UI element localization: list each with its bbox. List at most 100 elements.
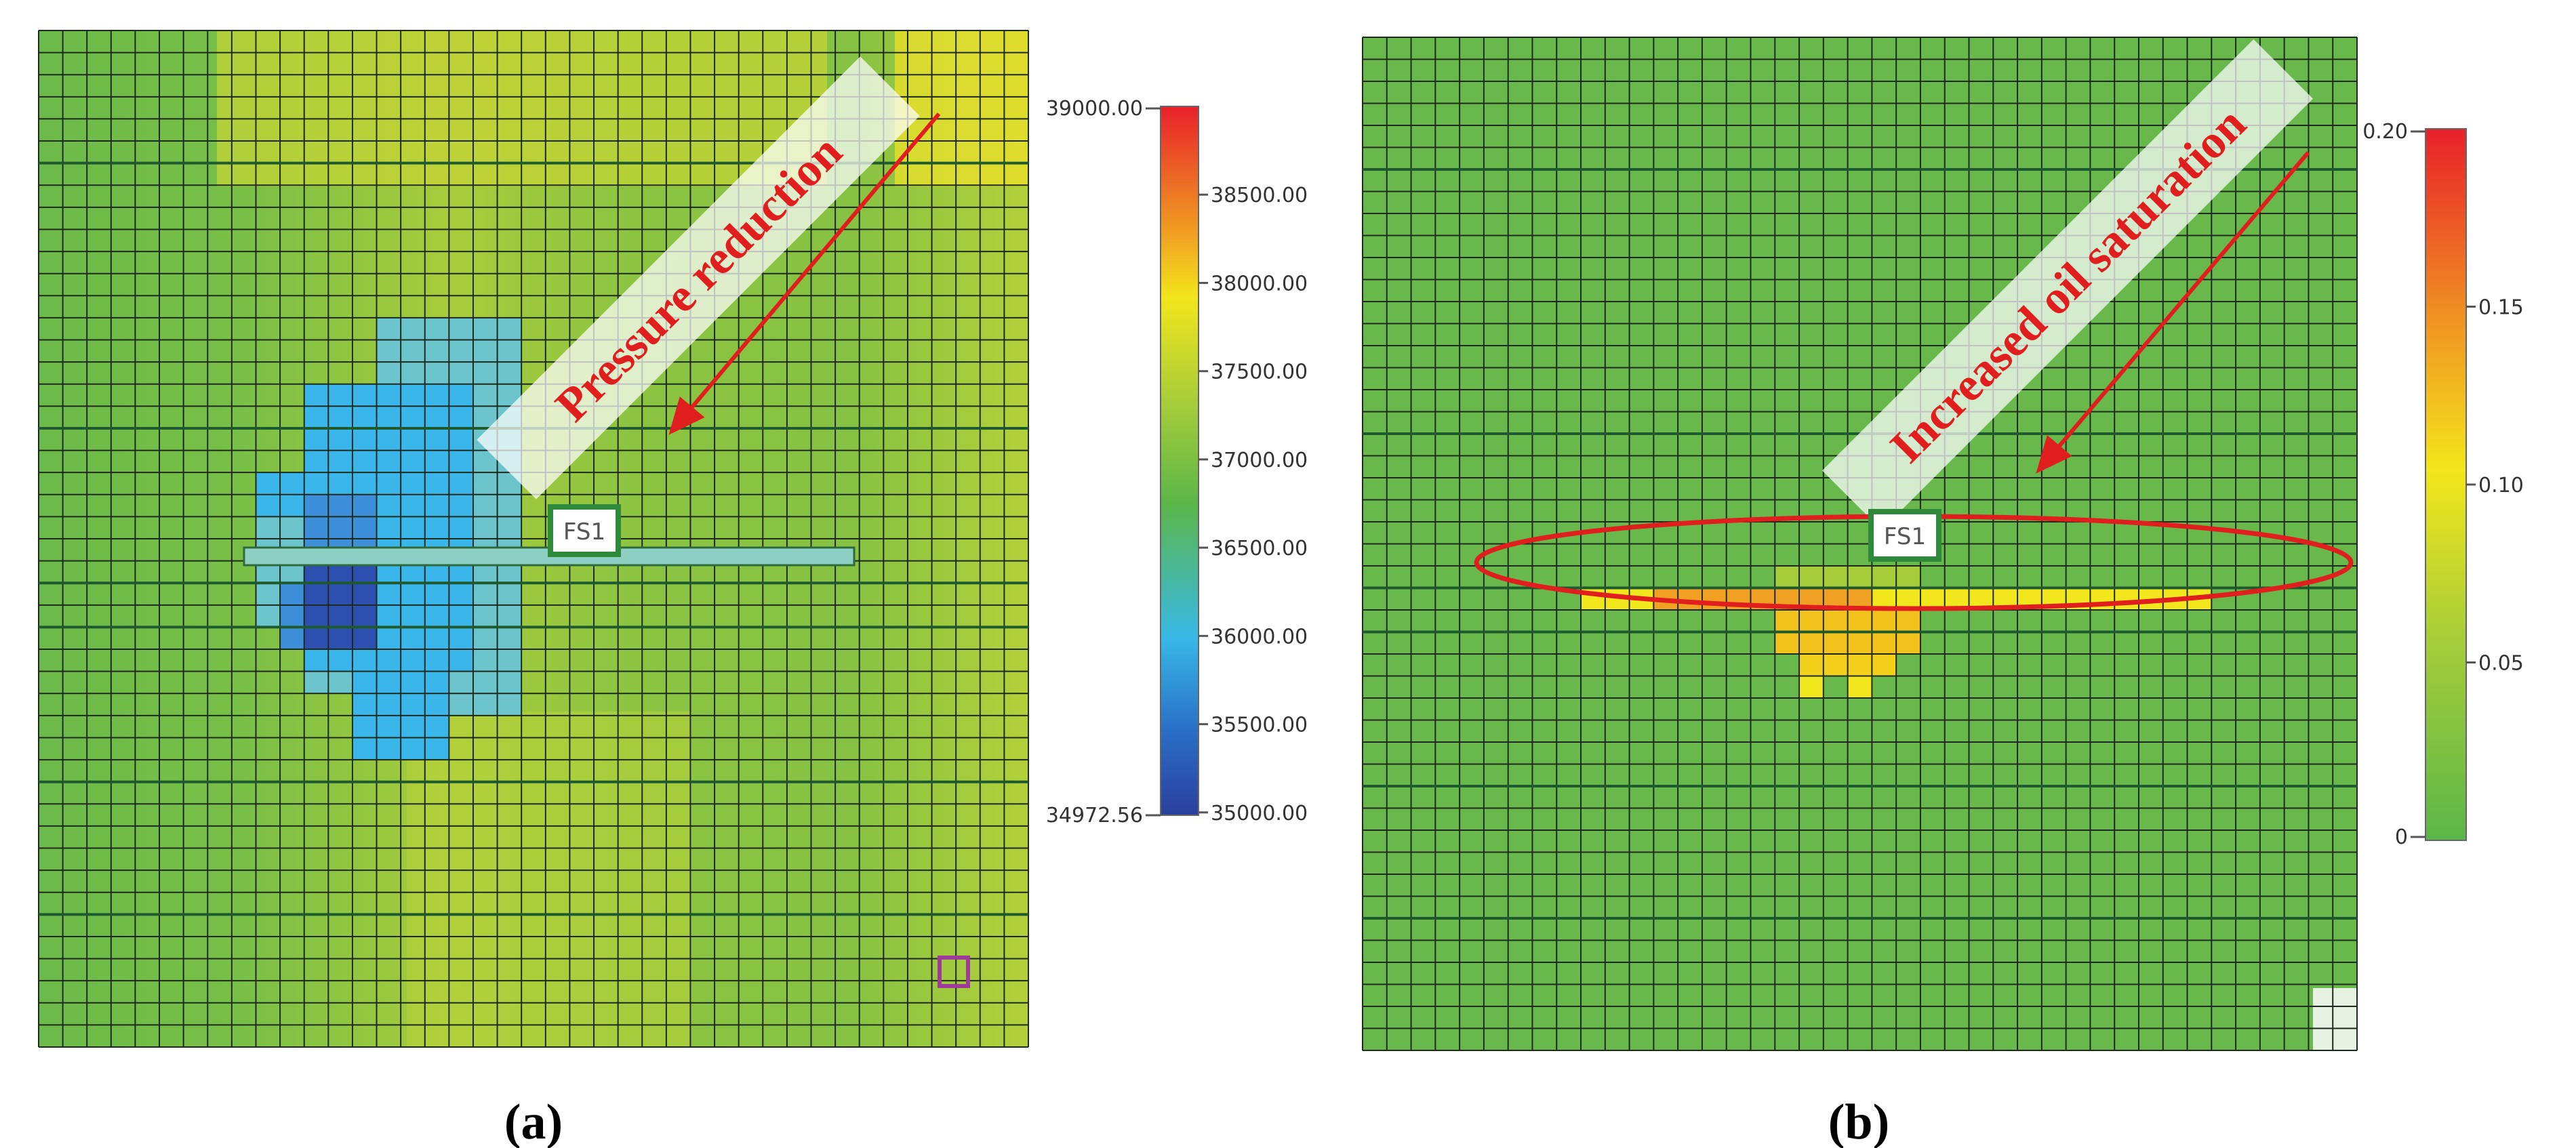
- pressure-cell: [376, 715, 401, 738]
- colorbar-tick-label: 38500.00: [1211, 184, 1308, 207]
- pressure-cell: [424, 362, 449, 385]
- pressure-cell: [449, 494, 474, 517]
- pressure-cell: [449, 649, 474, 672]
- saturation-cell: [1799, 566, 1824, 588]
- pressure-cell: [472, 671, 498, 694]
- pressure-cell: [497, 583, 522, 606]
- pressure-cell: [472, 317, 498, 341]
- colorbar-tick-label: 38000.00: [1211, 272, 1308, 295]
- pressure-cell: [280, 516, 305, 539]
- pressure-cell: [497, 516, 522, 539]
- saturation-cell: [1872, 610, 1897, 632]
- colorbar-b-min-label: 0: [2395, 825, 2408, 849]
- saturation-cell: [1847, 632, 1872, 655]
- pressure-cell: [449, 583, 474, 606]
- annotation-arrow: [668, 112, 941, 435]
- saturation-cell: [1872, 654, 1897, 676]
- pressure-cell: [376, 604, 401, 628]
- pressure-cell: [304, 583, 329, 606]
- colorbar-b-bar: [2425, 128, 2467, 841]
- pressure-cell: [304, 384, 329, 407]
- pressure-cell: [449, 362, 474, 385]
- pressure-cell: [256, 583, 281, 606]
- colorbar-tick-label: 35500.00: [1211, 714, 1308, 737]
- pressure-cell: [256, 604, 281, 628]
- pressure-cell: [472, 516, 498, 539]
- pressure-cell: [449, 406, 474, 429]
- pressure-cell: [328, 649, 353, 672]
- pressure-cell: [497, 317, 522, 341]
- colorbar-b-max-label: 0.20: [2362, 120, 2408, 144]
- caption-a: (a): [504, 1094, 563, 1148]
- pressure-cell: [401, 340, 426, 363]
- pressure-cell: [376, 671, 401, 694]
- colorbar-tick-label: 36500.00: [1211, 537, 1308, 560]
- pressure-cell: [497, 671, 522, 694]
- pressure-cell: [401, 649, 426, 672]
- colorbar-tick-label: 0.15: [2478, 296, 2524, 320]
- pressure-cell: [280, 583, 305, 606]
- saturation-cell: [1823, 654, 1849, 676]
- pressure-cell: [401, 693, 426, 716]
- saturation-cell: [1847, 566, 1872, 588]
- pressure-cell: [401, 604, 426, 628]
- pressure-cell: [376, 693, 401, 716]
- saturation-cell: [1896, 610, 1921, 632]
- colorbar-oil-saturation: 0.20 0 0.15 0.10 0.05: [2362, 120, 2524, 849]
- saturation-cell: [1847, 610, 1872, 632]
- pressure-cell: [280, 494, 305, 517]
- pressure-cell: [352, 428, 378, 451]
- pressure-cell: [449, 516, 474, 539]
- saturation-cell: [2114, 588, 2139, 611]
- pressure-cell: [472, 604, 498, 628]
- well-label-fs1: FS1: [1868, 509, 1941, 562]
- annotation-arrow: [2036, 151, 2310, 474]
- pressure-cell: [472, 693, 498, 716]
- saturation-cell: [1823, 610, 1849, 632]
- colorbar-tick-label: 37000.00: [1211, 449, 1308, 472]
- saturation-cell: [1775, 566, 1800, 588]
- saturation-cell: [1823, 632, 1849, 655]
- pressure-cell: [497, 649, 522, 672]
- pressure-cell: [449, 428, 474, 451]
- pressure-cell: [449, 627, 474, 650]
- pressure-cell: [352, 627, 378, 650]
- pressure-cell: [497, 693, 522, 716]
- pressure-cell: [472, 340, 498, 363]
- pressure-cell: [352, 737, 378, 760]
- pressure-cell: [376, 516, 401, 539]
- pressure-cell: [352, 671, 378, 694]
- pressure-cell: [401, 450, 426, 473]
- selection-marker: [938, 956, 970, 988]
- pressure-cell: [449, 384, 474, 407]
- saturation-cell: [1823, 566, 1849, 588]
- pressure-cell: [376, 627, 401, 650]
- saturation-cell: [1678, 588, 1703, 611]
- pressure-cell: [401, 627, 426, 650]
- saturation-cell: [1872, 566, 1897, 588]
- pressure-cell: [401, 317, 426, 341]
- pressure-cell: [424, 715, 449, 738]
- pressure-cell: [424, 649, 449, 672]
- pressure-cell: [376, 737, 401, 760]
- pressure-cell: [352, 494, 378, 517]
- panel-b-saturation-map: Increased oil saturation FS1: [1362, 37, 2358, 1051]
- pressure-cell: [424, 627, 449, 650]
- pressure-cell: [352, 604, 378, 628]
- pressure-cell: [328, 428, 353, 451]
- pressure-cell: [401, 428, 426, 451]
- pressure-cell: [401, 516, 426, 539]
- saturation-cell: [1775, 632, 1800, 655]
- pressure-cell: [304, 627, 329, 650]
- pressure-cell: [449, 450, 474, 473]
- pressure-cell: [424, 406, 449, 429]
- pressure-cell: [352, 715, 378, 738]
- pressure-cell: [497, 627, 522, 650]
- pressure-cell: [304, 450, 329, 473]
- pressure-cell: [424, 428, 449, 451]
- pressure-cell: [376, 406, 401, 429]
- pressure-cell: [352, 583, 378, 606]
- saturation-cell: [1702, 588, 1727, 611]
- pressure-cell: [304, 472, 329, 495]
- saturation-cell: [1799, 654, 1824, 676]
